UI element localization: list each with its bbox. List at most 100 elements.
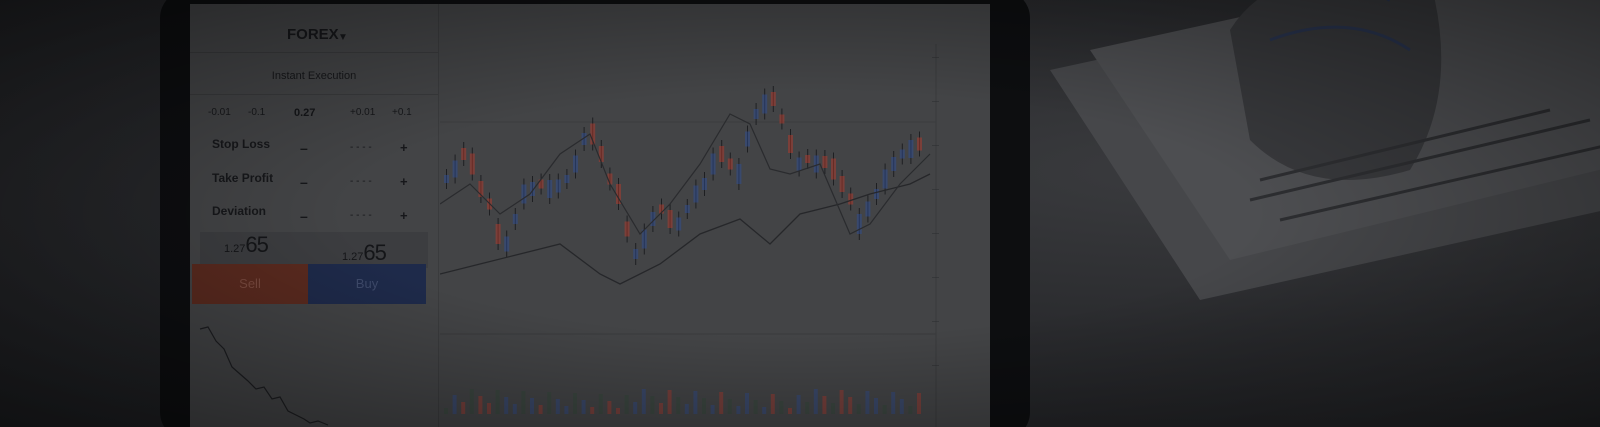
candle: [753, 109, 759, 119]
candlestick-series: [444, 86, 922, 265]
take-profit-decrease-button[interactable]: –: [300, 174, 308, 190]
candle: [856, 214, 862, 234]
chevron-down-icon[interactable]: ▼: [338, 32, 348, 43]
volume-bar: [530, 398, 534, 414]
document-papers: [1050, 0, 1600, 300]
volume-bar: [590, 407, 595, 414]
candle: [478, 181, 484, 197]
bid-price-small: 1.27: [224, 243, 246, 255]
volume-bar: [624, 395, 629, 414]
volume-bar: [538, 405, 543, 414]
volume-bar: [753, 400, 758, 414]
volume-bar: [917, 393, 921, 414]
volume-bar: [762, 407, 767, 414]
volume-bar: [461, 402, 466, 414]
candle: [719, 146, 725, 162]
execution-mode[interactable]: Instant Execution: [271, 70, 357, 82]
volume-bar: [581, 400, 586, 414]
volume-bar: [874, 398, 878, 414]
candle: [770, 92, 776, 106]
sell-button[interactable]: Sell: [192, 264, 308, 304]
candle: [891, 157, 897, 171]
volume-bar: [779, 401, 784, 414]
candle: [813, 155, 819, 173]
candle: [444, 175, 449, 183]
volume-bar: [770, 394, 775, 414]
divider: [190, 94, 438, 95]
volume-bar: [650, 396, 655, 414]
candle: [624, 221, 630, 237]
volume-step-button[interactable]: -0.1: [248, 107, 266, 118]
take-profit-label: Take Profit: [212, 171, 274, 185]
deviation-label: Deviation: [212, 204, 267, 218]
candle: [504, 236, 510, 252]
deviation-decrease-button[interactable]: –: [300, 208, 308, 224]
candle: [495, 224, 501, 244]
volume-step-button[interactable]: -0.01: [208, 107, 231, 118]
volume-bar: [504, 397, 509, 414]
volume-bars: [444, 389, 921, 414]
volume-bar: [848, 397, 853, 414]
volume-step-button[interactable]: +0.01: [350, 107, 376, 118]
bid-price-big: 65: [245, 232, 269, 257]
volume-bar: [616, 408, 620, 414]
candle: [684, 205, 690, 213]
stop-loss-input[interactable]: - - - -: [350, 142, 372, 153]
candle: [822, 156, 828, 168]
deviation-increase-button[interactable]: +: [400, 208, 408, 223]
volume-bar: [452, 395, 457, 414]
quote-box: 1.2765 1.2765: [200, 232, 428, 268]
symbol-select[interactable]: FOREX: [287, 26, 339, 43]
candle: [745, 131, 750, 147]
candle: [530, 182, 535, 196]
volume-bar: [659, 403, 663, 414]
candle: [779, 114, 785, 124]
volume-bar: [641, 389, 646, 414]
volume-bar: [805, 402, 810, 414]
volume-bar: [573, 393, 577, 414]
buy-button[interactable]: Buy: [308, 264, 426, 304]
stop-loss-decrease-button[interactable]: –: [300, 140, 308, 156]
volume-value[interactable]: 0.27: [294, 107, 316, 119]
volume-bar: [676, 397, 681, 414]
volume-bar: [727, 399, 732, 414]
volume-bar: [512, 404, 517, 414]
volume-bar: [719, 392, 724, 414]
volume-bar: [736, 406, 741, 414]
candle: [676, 217, 682, 231]
candle: [882, 169, 888, 189]
candle: [641, 229, 647, 249]
volume-bar: [478, 396, 483, 414]
candle: [727, 158, 733, 170]
volume-bar: [813, 389, 818, 414]
volume-bar: [899, 399, 904, 414]
price-axis: — — — — — — — —: [932, 54, 939, 369]
volume-bar: [822, 396, 827, 414]
candle: [581, 133, 587, 145]
volume-bar: [908, 406, 913, 414]
volume-bar: [564, 406, 569, 414]
candle: [710, 153, 716, 175]
order-panel: FOREX ▼ Instant Execution -0.01 -0.1 0.2…: [190, 4, 439, 427]
ask-price-big: 65: [363, 240, 387, 265]
stop-loss-increase-button[interactable]: +: [400, 140, 408, 155]
volume-bar: [891, 392, 896, 414]
candle: [512, 214, 518, 224]
volume-step-button[interactable]: +0.1: [392, 107, 412, 118]
deviation-input[interactable]: - - - -: [350, 210, 372, 221]
volume-bar: [633, 402, 638, 414]
price-chart: [440, 44, 937, 427]
volume-bar: [607, 401, 612, 414]
candle: [573, 155, 578, 173]
divider: [190, 52, 438, 53]
volume-bar: [882, 405, 887, 414]
volume-bar: [495, 390, 500, 414]
candle: [831, 158, 836, 180]
tick-chart: [199, 326, 329, 426]
take-profit-increase-button[interactable]: +: [400, 174, 408, 189]
take-profit-input[interactable]: - - - -: [350, 176, 372, 187]
candle: [555, 179, 561, 193]
candle: [762, 94, 768, 114]
volume-bar: [487, 403, 491, 414]
